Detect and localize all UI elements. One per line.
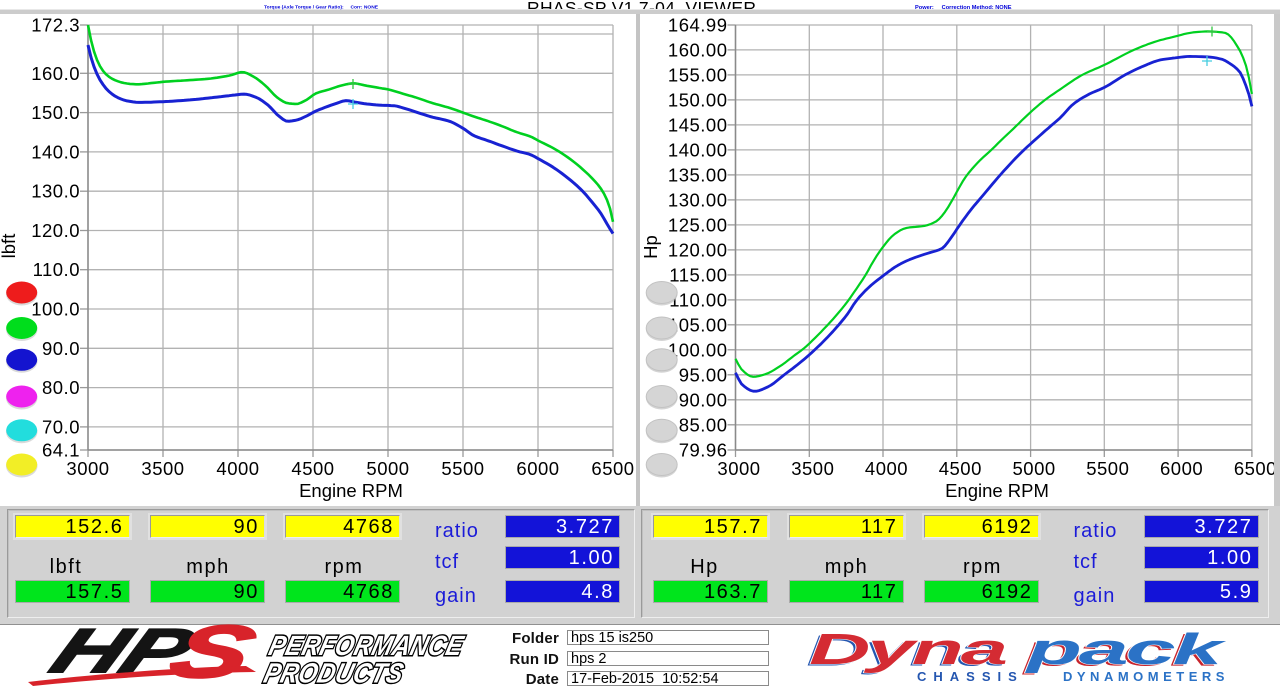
- svg-text:100.00: 100.00: [668, 339, 728, 360]
- svg-text:110.00: 110.00: [669, 289, 727, 310]
- svg-text:5000: 5000: [1013, 458, 1056, 479]
- svg-text:CHASSIS: CHASSIS: [917, 669, 1024, 684]
- svg-text:100.0: 100.0: [31, 299, 80, 320]
- svg-text:6000: 6000: [516, 458, 559, 479]
- svg-text:4500: 4500: [939, 458, 982, 479]
- svg-text:70.0: 70.0: [42, 416, 80, 437]
- svg-text:64.1: 64.1: [42, 440, 80, 461]
- svg-text:Hp: Hp: [640, 235, 661, 259]
- svg-text:5500: 5500: [1086, 458, 1129, 479]
- svg-text:140.00: 140.00: [668, 139, 728, 160]
- svg-text:105.00: 105.00: [668, 314, 728, 335]
- svg-text:90.00: 90.00: [679, 389, 728, 410]
- svg-text:125.00: 125.00: [668, 214, 728, 235]
- svg-text:3000: 3000: [717, 458, 760, 479]
- svg-text:6000: 6000: [1160, 458, 1203, 479]
- svg-text:5000: 5000: [366, 458, 409, 479]
- svg-text:Engine RPM: Engine RPM: [945, 480, 1049, 501]
- svg-text:110.0: 110.0: [33, 259, 80, 280]
- svg-text:3000: 3000: [66, 458, 109, 479]
- svg-text:160.00: 160.00: [668, 39, 728, 60]
- svg-text:150.0: 150.0: [31, 102, 80, 123]
- svg-text:115.00: 115.00: [669, 264, 727, 285]
- svg-text:135.00: 135.00: [668, 164, 728, 185]
- svg-text:155.00: 155.00: [668, 64, 728, 85]
- svg-text:79.96: 79.96: [679, 440, 728, 461]
- svg-text:85.00: 85.00: [679, 414, 728, 435]
- svg-text:DYNAMOMETERS: DYNAMOMETERS: [1063, 669, 1229, 684]
- svg-text:Engine RPM: Engine RPM: [299, 480, 403, 501]
- svg-text:145.00: 145.00: [668, 114, 728, 135]
- svg-text:160.0: 160.0: [31, 63, 80, 84]
- svg-text:3500: 3500: [791, 458, 834, 479]
- svg-text:172.3: 172.3: [31, 15, 80, 36]
- svg-text:PERFORMANCE: PERFORMANCE: [266, 630, 468, 662]
- svg-text:Dyna: Dyna: [809, 625, 1006, 674]
- svg-text:lbft: lbft: [0, 234, 19, 259]
- svg-text:pack: pack: [1021, 626, 1224, 675]
- svg-text:130.0: 130.0: [31, 181, 80, 202]
- svg-text:164.99: 164.99: [668, 15, 728, 36]
- svg-text:pack: pack: [1024, 625, 1227, 673]
- svg-text:120.00: 120.00: [668, 239, 728, 260]
- svg-text:150.00: 150.00: [668, 89, 728, 110]
- svg-text:6500: 6500: [591, 458, 634, 479]
- svg-text:140.0: 140.0: [31, 141, 80, 162]
- svg-text:4500: 4500: [291, 458, 334, 479]
- svg-text:95.00: 95.00: [679, 364, 728, 385]
- svg-text:4000: 4000: [216, 458, 259, 479]
- svg-text:PRODUCTS: PRODUCTS: [261, 657, 407, 689]
- svg-text:80.0: 80.0: [42, 377, 80, 398]
- svg-text:6500: 6500: [1234, 458, 1274, 479]
- svg-text:90.0: 90.0: [42, 338, 80, 359]
- svg-text:120.0: 120.0: [31, 220, 80, 241]
- svg-text:3500: 3500: [141, 458, 184, 479]
- svg-text:Dyna: Dyna: [806, 626, 1003, 675]
- svg-text:5500: 5500: [441, 458, 484, 479]
- svg-text:130.00: 130.00: [668, 189, 728, 210]
- svg-text:4000: 4000: [865, 458, 908, 479]
